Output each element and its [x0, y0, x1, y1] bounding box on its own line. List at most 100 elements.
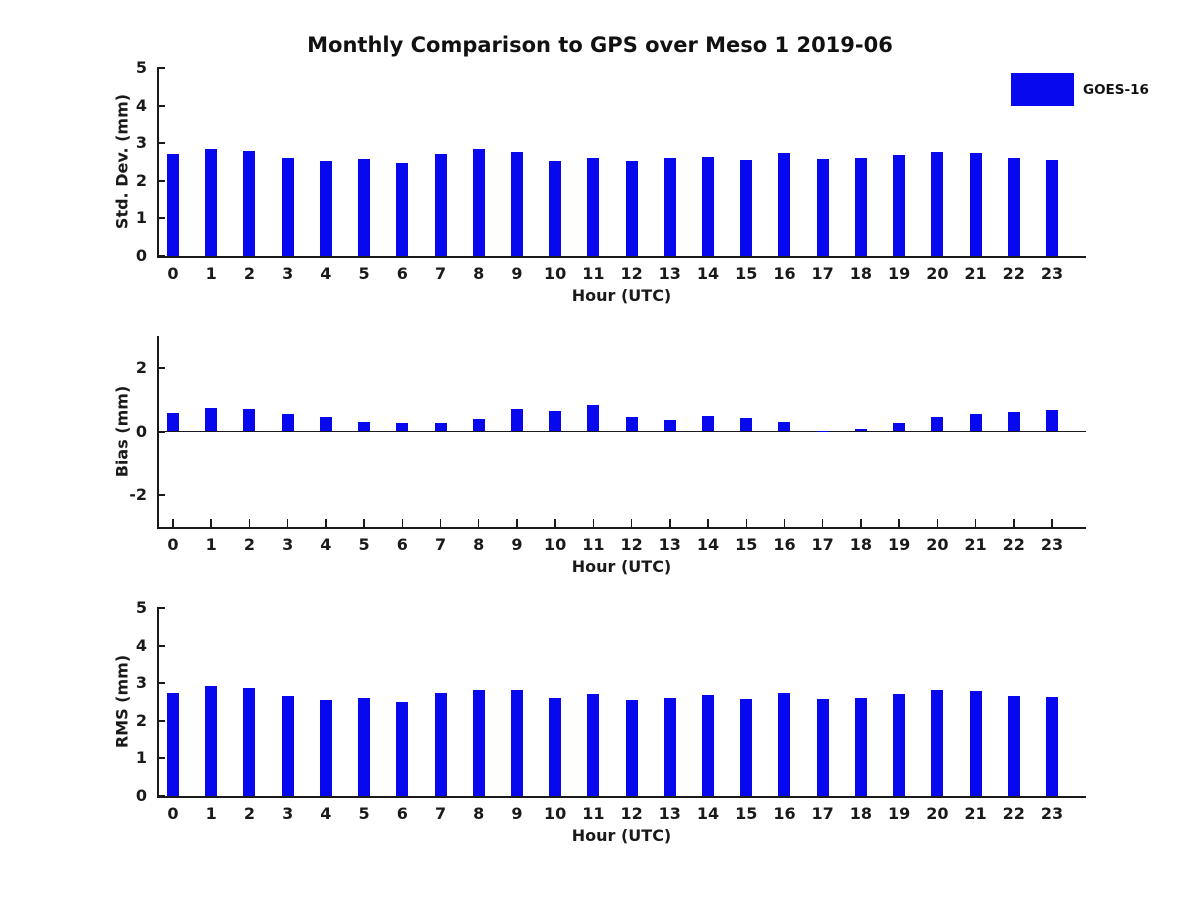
bias-x-tick-label: 1 — [205, 535, 217, 554]
bias-bar-hour-3 — [281, 413, 294, 432]
std-dev-x-tick-label: 4 — [320, 263, 332, 283]
std-dev-x-tick-label: 21 — [964, 263, 987, 283]
std-dev-y-tick — [157, 142, 165, 144]
rms-x-tick-label: 14 — [696, 804, 720, 823]
std-dev-y-axis — [157, 68, 159, 256]
bias-x-tick-label: 23 — [1040, 535, 1064, 554]
std-dev-bar-hour-15 — [740, 159, 753, 256]
bias-x-tick-label: 14 — [696, 535, 720, 554]
bias-x-tick-label: 22 — [1002, 535, 1025, 554]
bias-x-tick — [783, 519, 786, 527]
bias-x-tick — [707, 519, 709, 527]
std-dev-bar-hour-21 — [969, 152, 982, 256]
std-dev-x-axis — [157, 255, 1086, 258]
bias-x-tick-label: 15 — [735, 535, 758, 554]
std-dev-bar-hour-11 — [587, 157, 600, 256]
bias-x-tick — [439, 519, 442, 527]
rms-y-axis — [157, 608, 159, 796]
bias-bar-hour-18 — [854, 428, 867, 432]
rms-x-tick-label: 3 — [282, 804, 294, 823]
std-dev-bar-hour-6 — [396, 162, 409, 256]
std-dev-x-tick-label: 7 — [434, 263, 447, 283]
rms-x-tick-label: 15 — [735, 804, 758, 823]
rms-x-tick-label: 17 — [811, 804, 834, 823]
bias-bar-hour-17 — [816, 430, 829, 432]
rms-y-tick-label: 3 — [135, 673, 147, 693]
std-dev-y-tick-label: 1 — [135, 208, 147, 227]
bias-x-tick-label: 9 — [511, 535, 523, 554]
bias-bar-hour-5 — [358, 421, 371, 432]
rms-bar-hour-1 — [205, 685, 218, 796]
rms-x-tick-label: 10 — [544, 804, 567, 823]
std-dev-x-tick-label: 14 — [696, 263, 720, 283]
std-dev-y-tick — [157, 254, 165, 257]
rms-x-tick-label: 2 — [243, 804, 255, 823]
std-dev-x-tick-label: 12 — [620, 263, 643, 283]
bias-bar-hour-20 — [931, 417, 944, 432]
std-dev-bar-hour-8 — [472, 149, 485, 256]
bias-bar-hour-13 — [663, 419, 676, 432]
bias-bar-hour-11 — [587, 404, 600, 432]
bias-x-tick-label: 7 — [434, 535, 447, 554]
bias-x-tick-label: 5 — [358, 535, 370, 554]
bias-x-tick — [172, 519, 174, 527]
bias-x-tick-label: 3 — [282, 535, 294, 554]
rms-bar-hour-16 — [778, 692, 791, 796]
bias-x-tick — [630, 519, 633, 527]
std-dev-bar-hour-12 — [625, 161, 638, 256]
bias-x-tick-label: 17 — [811, 535, 834, 554]
rms-bar-hour-19 — [893, 694, 906, 796]
bias-bar-hour-0 — [167, 413, 179, 432]
bias-x-tick-label: 2 — [243, 535, 255, 554]
std-dev-x-tick-label: 6 — [396, 263, 408, 283]
rms-bar-hour-0 — [167, 693, 179, 796]
rms-bar-hour-2 — [243, 688, 256, 796]
std-dev-x-tick-label: 1 — [205, 263, 217, 283]
rms-y-tick — [157, 682, 165, 685]
legend: GOES-16 — [1011, 73, 1149, 106]
rms-y-axis-label: RMS (mm) — [112, 654, 132, 749]
rms-y-tick-label: 4 — [135, 635, 147, 655]
rms-y-tick-label: 2 — [135, 710, 147, 730]
bias-x-tick-label: 12 — [620, 535, 643, 554]
figure-title: Monthly Comparison to GPS over Meso 1 20… — [307, 33, 893, 57]
rms-bar-hour-9 — [510, 689, 523, 796]
std-dev-bar-hour-19 — [893, 155, 906, 256]
rms-x-tick-label: 4 — [320, 804, 332, 823]
rms-bar-hour-14 — [702, 695, 715, 796]
rms-y-tick — [157, 644, 165, 647]
std-dev-x-tick-label: 5 — [358, 263, 370, 283]
bias-x-tick — [477, 519, 480, 527]
std-dev-x-tick-label: 15 — [735, 263, 758, 283]
std-dev-bar-hour-3 — [281, 157, 294, 256]
bias-x-tick-label: 11 — [582, 535, 605, 554]
bias-bar-hour-23 — [1046, 410, 1058, 432]
rms-x-tick-label: 6 — [396, 804, 408, 823]
bias-bar-hour-19 — [893, 422, 906, 432]
bias-bar-hour-8 — [472, 419, 485, 432]
std-dev-y-tick — [157, 217, 165, 219]
bias-bar-hour-14 — [702, 415, 715, 432]
bias-bar-hour-7 — [434, 422, 447, 432]
std-dev-bar-hour-1 — [205, 148, 218, 256]
bias-x-tick — [516, 519, 518, 527]
bias-x-tick — [1051, 519, 1053, 527]
std-dev-x-tick-label: 17 — [811, 263, 834, 283]
bias-bar-hour-12 — [625, 416, 638, 432]
bias-y-axis-label: Bias (mm) — [112, 385, 132, 477]
rms-bar-hour-21 — [969, 691, 982, 796]
bias-x-tick-label: 21 — [964, 535, 987, 554]
rms-x-tick-label: 19 — [887, 804, 911, 823]
std-dev-x-tick-label: 8 — [473, 263, 485, 283]
rms-y-tick — [157, 795, 165, 797]
bias-x-tick-label: 4 — [320, 535, 332, 554]
std-dev-x-tick-label: 18 — [849, 263, 873, 283]
std-dev-bar-hour-9 — [510, 152, 523, 256]
rms-x-tick-label: 21 — [964, 804, 987, 823]
bias-x-tick-label: 6 — [396, 535, 408, 554]
bias-x-tick-label: 13 — [658, 535, 681, 554]
std-dev-y-tick-label: 3 — [135, 133, 147, 152]
rms-bar-hour-15 — [740, 698, 753, 796]
bias-bar-hour-21 — [969, 413, 982, 432]
std-dev-y-tick — [157, 179, 165, 182]
